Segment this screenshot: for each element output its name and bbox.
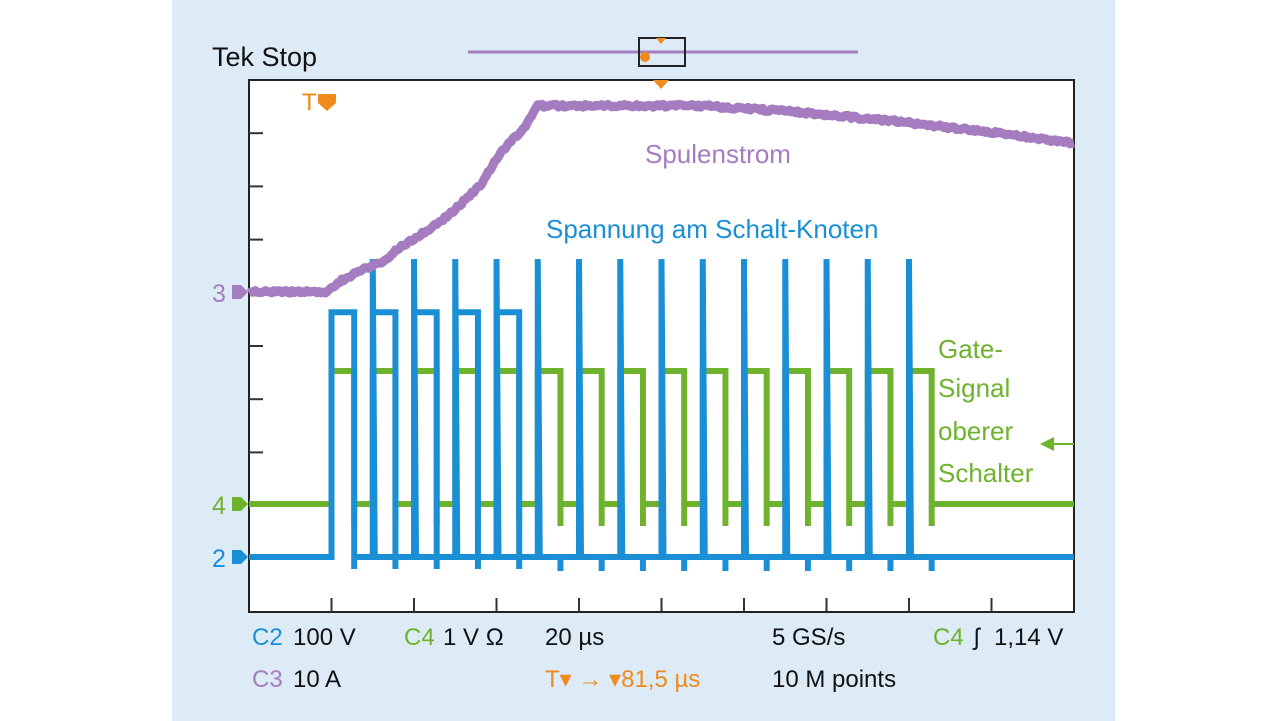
trigger-slope-icon: ʃ — [972, 624, 981, 651]
gate-label-2: Signal — [938, 373, 1010, 403]
status-label: Tek Stop — [212, 42, 317, 72]
ch3-marker-label: 3 — [212, 280, 226, 308]
spulenstrom-label: Spulenstrom — [645, 139, 791, 169]
c4-scale[interactable]: 1 V Ω — [443, 624, 504, 651]
trigger-mini-icon — [640, 52, 650, 62]
c3-scale[interactable]: 10 A — [293, 666, 341, 693]
c3-label: C3 — [252, 666, 283, 693]
trigger-level[interactable]: 1,14 V — [994, 624, 1063, 651]
ch3-marker-icon[interactable] — [232, 285, 248, 299]
sample-rate: 5 GS/s — [772, 624, 845, 651]
trigger-channel: C4 — [933, 624, 964, 651]
ch2-marker-label: 2 — [212, 545, 226, 573]
trigger-pos-mini-icon — [656, 38, 666, 44]
timebase[interactable]: 20 µs — [545, 624, 604, 651]
ch4-marker-icon[interactable] — [232, 497, 248, 511]
c4-label: C4 — [404, 624, 435, 651]
c2-label: C2 — [252, 624, 283, 651]
spannung-label: Spannung am Schalt-Knoten — [546, 214, 878, 244]
gate-label-3: oberer — [938, 416, 1013, 446]
gate-label-4: Schalter — [938, 458, 1034, 488]
gate-label-1: Gate- — [938, 334, 1003, 364]
ch4-marker-label: 4 — [212, 492, 226, 520]
c2-scale[interactable]: 100 V — [293, 624, 356, 651]
trigger-marker-label: T — [302, 89, 317, 116]
oscilloscope-display: Tek Stop T 3 4 2 Spulenstrom Spannung am… — [0, 0, 1280, 721]
record-length: 10 M points — [772, 666, 896, 693]
ch2-marker-icon[interactable] — [232, 550, 248, 564]
trigger-position[interactable]: T▾ → ▾81,5 µs — [545, 666, 700, 693]
